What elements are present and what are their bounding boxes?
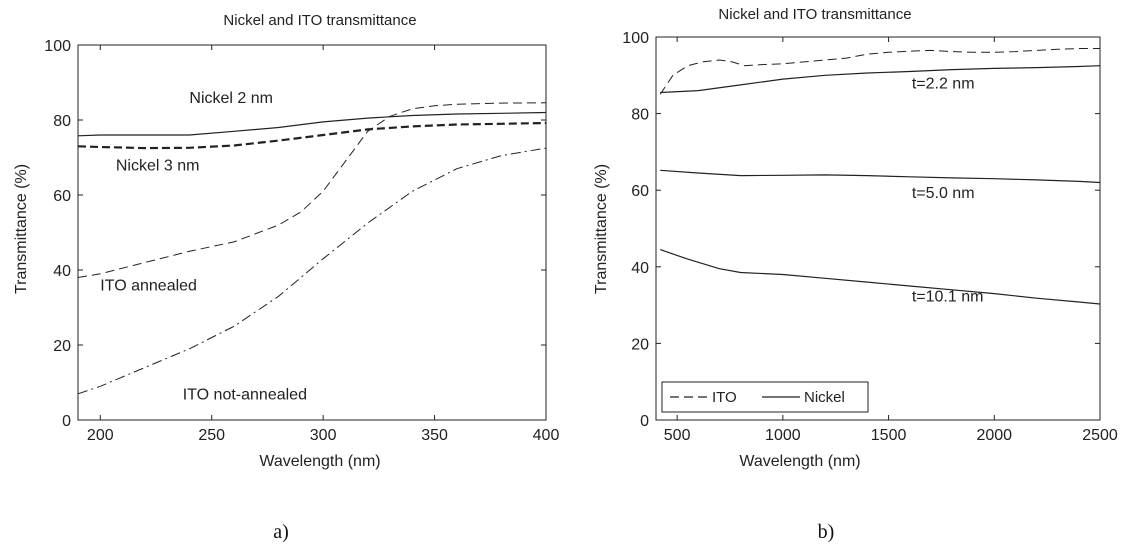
panel-a-xtick-label: 300 — [310, 427, 337, 444]
panel-b-annotation: t=2.2 nm — [912, 76, 975, 93]
panel-a-ytick-label: 40 — [53, 263, 71, 280]
panel-a-ytick-label: 20 — [53, 338, 71, 355]
panel-a-annotation: ITO not-annealed — [183, 386, 307, 403]
panel-a-ytick-label: 80 — [53, 113, 71, 130]
panel-b-ytick-label: 0 — [640, 413, 649, 430]
panel-b-legend-label: ITO — [712, 389, 737, 406]
panel-a-plot: 200 250 300 350 400 0 20 40 60 80 100 Nickel 2 nm Ni… — [44, 38, 559, 444]
panel-b-xlabel: Wavelength (nm) — [739, 453, 860, 470]
panel-b-legend-label: Nickel — [804, 389, 845, 406]
panel-b-ytick-label: 80 — [631, 107, 649, 124]
panel-b-title: Nickel and ITO transmittance — [718, 6, 911, 23]
panel-a-axes-frame — [77, 44, 547, 421]
panel-b-series-line-1 — [660, 65, 1101, 94]
panel-a-series-line-2 — [77, 102, 547, 278]
panel-b-annotation: t=5.0 nm — [912, 185, 975, 202]
panel-a-series-line-1 — [77, 121, 547, 150]
panel-a-xtick-label: 200 — [87, 427, 114, 444]
panel-a-caption: a) — [273, 521, 289, 543]
panel-b-xtick-label: 500 — [664, 427, 691, 444]
panel-b-ytick-label: 40 — [631, 260, 649, 277]
panel-a-xtick-label: 400 — [533, 427, 560, 444]
panel-a-xtick-label: 350 — [421, 427, 448, 444]
panel-b-series-line-0 — [659, 48, 1100, 95]
panel-a-annotation: Nickel 3 nm — [116, 158, 200, 175]
panel-a-ytick-label: 100 — [44, 38, 71, 55]
panel-a-xlabel: Wavelength (nm) — [259, 453, 380, 470]
panel-a-annotation: ITO annealed — [100, 278, 197, 295]
panel-b-xtick-label: 1000 — [765, 427, 801, 444]
panel-a-series-line-0 — [77, 111, 547, 137]
panel-b: Nickel and ITO transmittance Wavelength … — [593, 6, 1118, 543]
panel-a: Nickel and ITO transmittance Wavelength … — [13, 12, 559, 543]
panel-b-legend: ITO Nickel — [661, 381, 869, 413]
panel-b-caption: b) — [818, 521, 835, 543]
panel-b-series-line-2 — [660, 169, 1101, 184]
panel-b-xtick-label: 2000 — [976, 427, 1012, 444]
panel-a-title: Nickel and ITO transmittance — [223, 12, 416, 29]
panel-a-ytick-label: 60 — [53, 188, 71, 205]
panel-b-annotation: t=10.1 nm — [912, 288, 984, 305]
panel-b-ytick-label: 100 — [622, 30, 649, 47]
panel-b-xtick-label: 2500 — [1082, 427, 1118, 444]
panel-b-axes-frame — [655, 36, 1101, 421]
panel-b-ytick-label: 20 — [631, 336, 649, 353]
panel-b-ylabel: Transmittance (%) — [593, 164, 610, 294]
panel-b-plot: 500 1000 1500 2000 2500 0 20 40 60 80 100 t=2.2 nm t… — [622, 30, 1118, 444]
panel-a-series-line-3 — [77, 147, 547, 395]
panel-a-ytick-label: 0 — [62, 413, 71, 430]
panel-a-annotation: Nickel 2 nm — [189, 90, 273, 107]
panel-b-series-line-3 — [660, 249, 1101, 305]
panel-a-xtick-label: 250 — [198, 427, 225, 444]
panel-b-xtick-label: 1500 — [871, 427, 907, 444]
panel-b-ytick-label: 60 — [631, 183, 649, 200]
panel-a-ylabel: Transmittance (%) — [13, 164, 30, 294]
